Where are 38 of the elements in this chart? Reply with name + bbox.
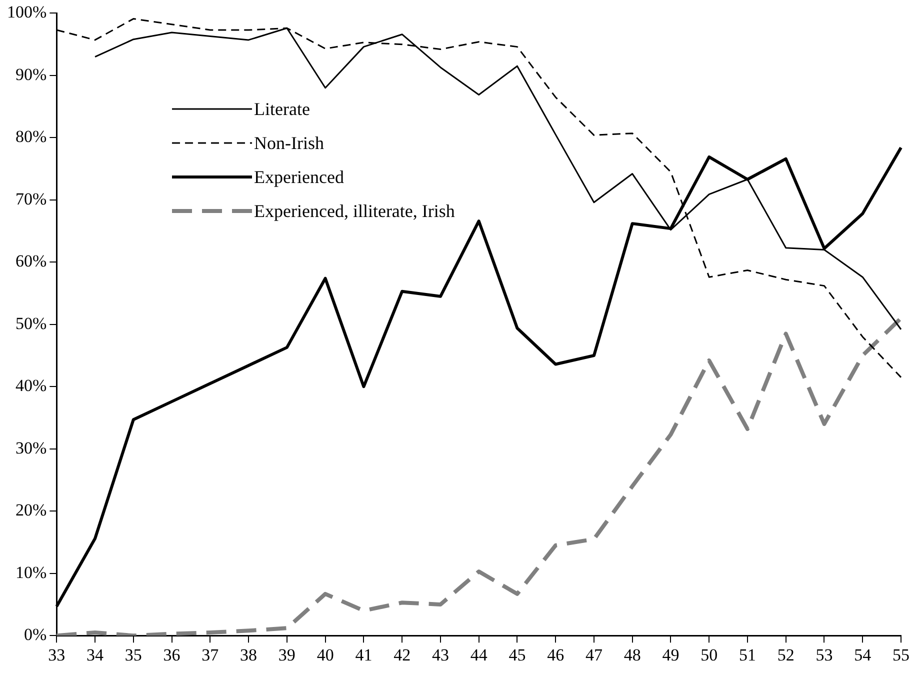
legend-label: Non-Irish <box>254 132 324 154</box>
x-tick-label: 40 <box>316 645 334 664</box>
x-tick-label: 50 <box>700 645 718 664</box>
x-tick-label: 47 <box>585 645 603 664</box>
legend-label: Experienced <box>254 166 344 188</box>
x-tick-label: 45 <box>508 645 526 664</box>
y-tick-label: 0% <box>24 625 47 644</box>
x-tick-label: 46 <box>547 645 564 664</box>
legend-label: Literate <box>254 98 310 120</box>
x-tick-label: 34 <box>86 645 104 664</box>
y-tick-label: 90% <box>15 64 47 84</box>
x-tick-label: 41 <box>355 645 372 664</box>
x-tick-label: 39 <box>278 645 296 664</box>
x-tick-label: 35 <box>124 645 142 664</box>
legend-label: Experienced, illiterate, Irish <box>254 200 455 222</box>
x-tick-label: 49 <box>662 645 680 664</box>
y-tick-label: 100% <box>6 2 47 22</box>
y-tick-label: 60% <box>15 252 47 271</box>
x-tick-label: 36 <box>163 645 180 664</box>
y-tick-label: 40% <box>15 376 47 396</box>
x-tick-label: 43 <box>432 645 449 664</box>
x-tick-label: 37 <box>202 645 220 664</box>
y-tick-label: 30% <box>15 438 47 458</box>
x-tick-label: 54 <box>854 645 872 664</box>
y-tick-label: 70% <box>15 189 47 208</box>
x-tick-label: 52 <box>777 645 794 664</box>
y-tick-label: 50% <box>15 314 47 333</box>
y-tick-label: 80% <box>15 127 47 146</box>
x-tick-label: 51 <box>738 645 756 664</box>
y-tick-label: 20% <box>15 500 47 520</box>
x-tick-label: 42 <box>394 645 411 664</box>
x-tick-label: 44 <box>470 645 488 664</box>
x-tick-label: 33 <box>48 645 66 664</box>
x-tick-label: 38 <box>240 645 258 664</box>
x-tick-label: 48 <box>624 645 641 664</box>
y-tick-label: 10% <box>15 562 47 582</box>
x-tick-label: 55 <box>892 645 910 664</box>
x-tick-label: 53 <box>816 645 833 664</box>
